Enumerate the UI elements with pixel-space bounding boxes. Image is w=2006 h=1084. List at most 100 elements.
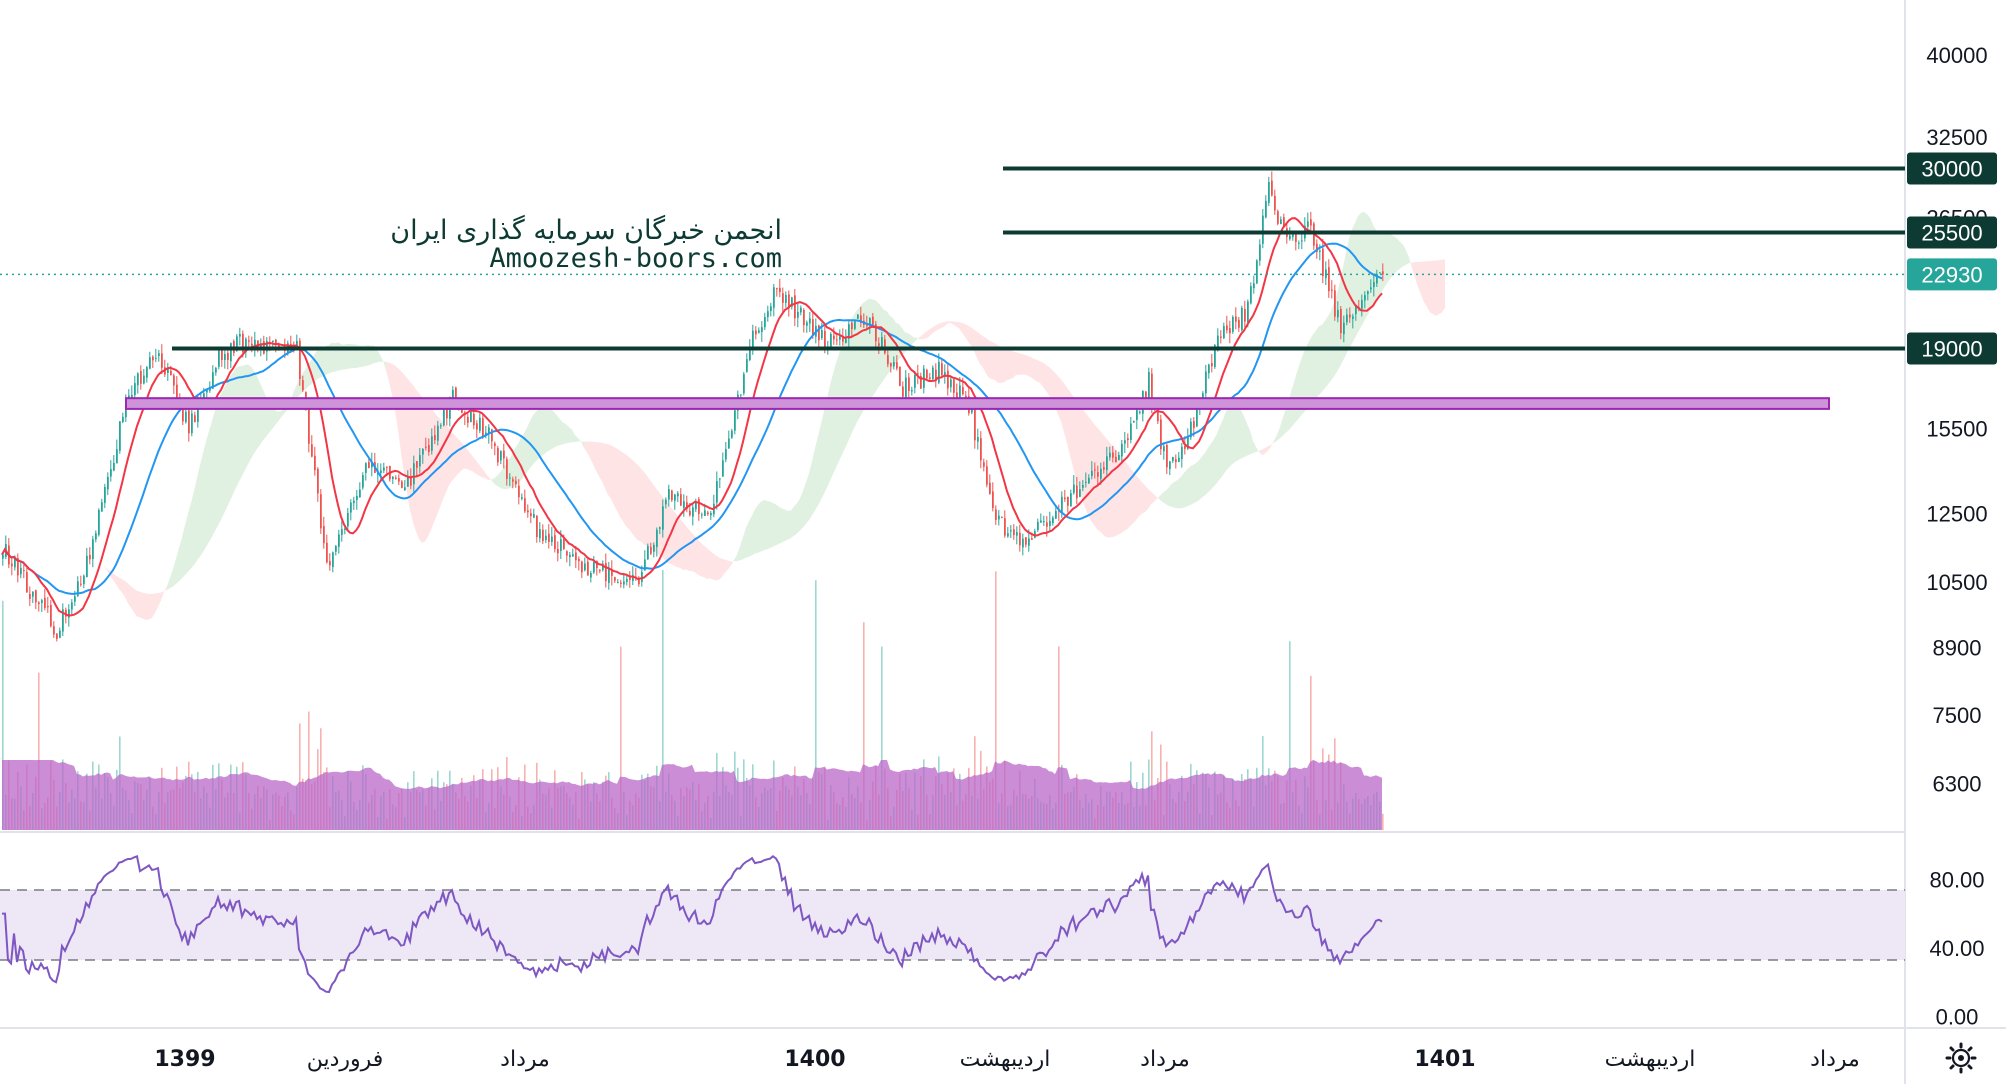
cloud-segment: [647, 475, 650, 549]
candle-body: [326, 542, 328, 563]
candle-body: [347, 513, 349, 527]
candle-body: [845, 338, 847, 343]
candle-body: [266, 340, 268, 352]
candle-body: [386, 466, 388, 468]
candle-body: [47, 606, 49, 608]
candle-body: [608, 567, 610, 583]
candle-body: [875, 324, 877, 342]
cloud-segment: [815, 436, 818, 511]
candle-body: [689, 510, 691, 516]
rsi-axis[interactable]: 80.00 40.00 0.00: [1929, 867, 1984, 1029]
cloud-segment: [1070, 391, 1073, 468]
candle-body: [647, 546, 649, 560]
candle-body: [788, 294, 790, 309]
cloud-segment: [146, 593, 149, 620]
time-axis-label: 1399: [154, 1047, 215, 1072]
candle-body: [857, 314, 859, 319]
candle-body: [1169, 461, 1171, 469]
cloud-segment: [326, 344, 329, 375]
cloud-segment: [830, 373, 833, 481]
cloud-segment: [179, 537, 182, 582]
ma-fast-line: [1, 217, 1383, 617]
candle-body: [359, 489, 361, 498]
candle-body: [275, 339, 277, 345]
candle-body: [1265, 200, 1267, 218]
cloud-segment: [1229, 403, 1232, 468]
candle-body: [149, 357, 151, 369]
candle-body: [824, 330, 826, 347]
cloud-segment: [797, 498, 800, 534]
candle-body: [602, 563, 604, 570]
cloud-segment: [1175, 479, 1178, 509]
cloud-segment: [1253, 440, 1256, 454]
price-tick-label: 8900: [1933, 635, 1982, 660]
cloud-segment: [965, 324, 968, 342]
candle-body: [779, 287, 781, 292]
candle-body: [299, 340, 301, 380]
cloud-segment: [1427, 261, 1430, 313]
cloud-segment: [629, 456, 632, 534]
cloud-segment: [1073, 395, 1076, 480]
cloud-segment: [104, 565, 107, 571]
cloud-segment: [239, 366, 242, 482]
candle-body: [452, 389, 454, 399]
candle-body: [413, 463, 415, 485]
candle-body: [1163, 446, 1165, 452]
cloud-segment: [1232, 403, 1235, 465]
candle-body: [623, 581, 625, 585]
level-badge-30000: 30000: [1907, 152, 1997, 185]
candle-body: [797, 311, 799, 318]
candle-body: [416, 461, 418, 468]
volume-bars: [2, 570, 1384, 830]
candle-body: [1076, 485, 1078, 499]
cloud-segment: [1343, 252, 1346, 361]
candle-body: [392, 476, 394, 479]
cloud-segment: [338, 342, 341, 371]
candle-body: [527, 510, 529, 513]
cloud-segment: [557, 415, 560, 447]
candle-body: [356, 495, 358, 501]
cloud-segment: [923, 331, 926, 340]
candle-body: [242, 333, 244, 352]
candle-body: [491, 429, 493, 442]
candle-body: [1346, 314, 1348, 323]
cloud-segment: [941, 322, 944, 328]
cloud-segment: [641, 468, 644, 545]
candle-body: [86, 555, 88, 578]
cloud-segment: [695, 536, 698, 575]
cloud-segment: [671, 507, 674, 566]
candle-body: [929, 377, 931, 379]
settings-gear-icon[interactable]: [1945, 1042, 1977, 1074]
candle-body: [572, 554, 574, 557]
cloud-segment: [83, 549, 86, 555]
cloud-segment: [1208, 443, 1211, 493]
candle-body: [1208, 364, 1210, 374]
cloud-segment: [746, 521, 749, 558]
level-badge-text: 25500: [1921, 221, 1982, 246]
cloud-segment: [776, 504, 779, 546]
cloud-segment: [323, 345, 326, 376]
cloud-segment: [1019, 353, 1022, 375]
cloud-segment: [200, 453, 203, 557]
candle-body: [380, 470, 382, 474]
candle-body: [365, 463, 367, 473]
candle-body: [1019, 532, 1021, 546]
cloud-segment: [1163, 490, 1166, 505]
candle-body: [1250, 286, 1252, 304]
candle-body: [218, 349, 220, 367]
candle-body: [395, 477, 397, 479]
cloud-segment: [971, 327, 974, 352]
candle-body: [1367, 291, 1369, 295]
candle-body: [1127, 438, 1129, 441]
time-axis[interactable]: 1399 فروردین مرداد 1400 اردیبهشت مرداد 1401 ارد…: [154, 1047, 1859, 1072]
candle-body: [1160, 419, 1162, 450]
cloud-segment: [1331, 302, 1334, 381]
cloud-segment: [263, 389, 266, 441]
level-badge-text: 30000: [1921, 156, 1982, 181]
candle-body: [1238, 319, 1240, 328]
candle-body: [467, 417, 469, 423]
cloud-segment: [485, 472, 488, 481]
cloud-segment: [836, 353, 839, 468]
